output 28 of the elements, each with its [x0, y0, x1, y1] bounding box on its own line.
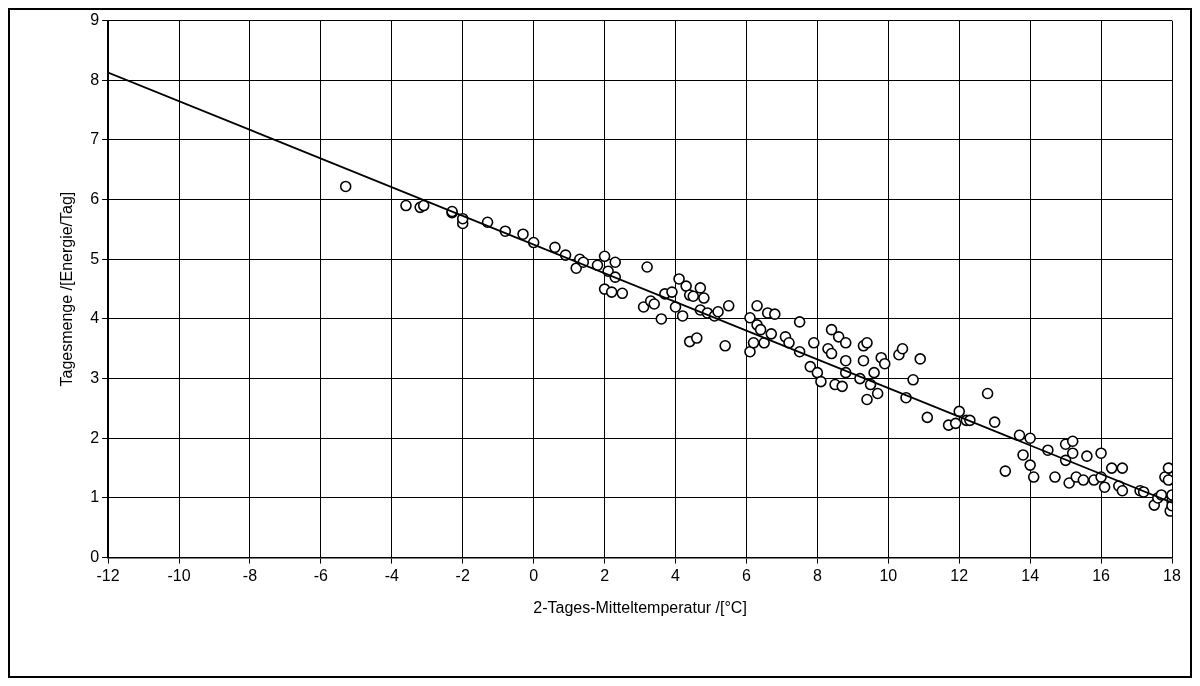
y-tick-label: 1 [90, 488, 100, 506]
y-tick-label: 6 [90, 190, 100, 208]
y-tick-label: 4 [90, 309, 100, 327]
x-tick-label: 12 [950, 566, 969, 584]
x-tick-label: 2 [600, 566, 610, 584]
y-tick-label: 8 [90, 70, 100, 88]
x-tick-label: -12 [96, 566, 120, 584]
y-tick-label: 3 [90, 369, 100, 387]
y-tick-label: 5 [90, 249, 100, 267]
x-tick-label: 8 [812, 566, 822, 584]
x-axis-title: 2-Tages-Mitteltemperatur /[°C] [533, 598, 747, 616]
y-tick-label: 0 [90, 548, 100, 566]
x-tick-label: 6 [741, 566, 751, 584]
x-tick-label: 18 [1163, 566, 1181, 584]
x-tick-label: 0 [529, 566, 539, 584]
x-tick-label: -6 [313, 566, 329, 584]
x-tick-label: -8 [242, 566, 258, 584]
y-tick-label: 2 [90, 428, 100, 446]
x-tick-label: -10 [167, 566, 191, 584]
y-axis-title: Tagesmenge /[Energie/Tag] [58, 191, 76, 387]
x-tick-label: -4 [384, 566, 400, 584]
x-tick-label: 10 [879, 566, 898, 584]
x-tick-label: 16 [1092, 566, 1111, 584]
x-tick-label: 14 [1021, 566, 1040, 584]
x-tick-label: -2 [455, 566, 470, 584]
y-tick-label: 9 [90, 11, 100, 29]
y-tick-label: 7 [90, 130, 100, 148]
x-tick-label: 4 [671, 566, 681, 584]
